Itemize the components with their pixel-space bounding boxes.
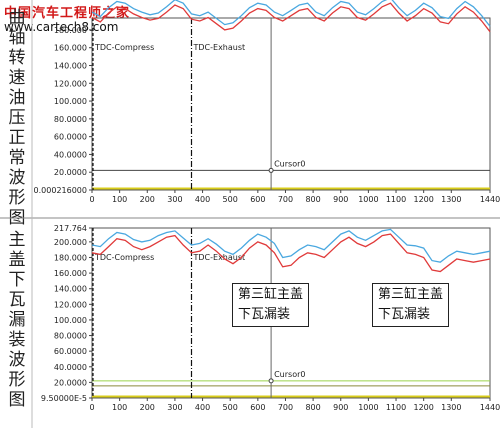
y-tick-label: 120.000 [54, 79, 87, 88]
cursor-point [268, 167, 274, 173]
marker-label: TDC-Exhaust [193, 253, 246, 262]
x-tick-label: 1300 [441, 195, 461, 204]
series-line-red [91, 2, 491, 33]
y-tick-label: 20.0000 [54, 378, 87, 387]
x-tick-label: 1440 [480, 195, 500, 204]
y-tick-label: 180.000 [54, 253, 87, 262]
y-tick-label: 140.000 [54, 61, 87, 70]
x-tick-label: 900 [333, 195, 348, 204]
y-tick-label: 140.000 [54, 285, 87, 294]
x-tick-label: 1200 [413, 403, 433, 412]
chart-panel-1: 0.000216000 20.0000 40.0000 60.0000 80.0000 1… [34, 0, 500, 204]
x-tick-label: 700 [278, 403, 293, 412]
x-tick-label: 1440 [480, 403, 500, 412]
y-tick-label: 100.000 [54, 316, 87, 325]
y-tick-label: 160.000 [54, 269, 87, 278]
x-tick-label: 600 [250, 403, 265, 412]
series-line-blue [91, 228, 491, 263]
y-tick-label: 200.000 [54, 238, 87, 247]
marker-label: Cursor0 [274, 370, 305, 379]
x-tick-label: 1100 [386, 195, 406, 204]
y-tick-label: 40.0000 [54, 150, 87, 159]
x-tick-label: 200 [140, 403, 155, 412]
x-tick-label: 600 [250, 195, 265, 204]
plot-frame [91, 17, 491, 191]
x-tick-label: 400 [195, 195, 210, 204]
marker-label: TDC-Compress [94, 253, 154, 262]
watermark-url: www.cartech8.com [4, 20, 119, 34]
y-tick-label: 40.0000 [54, 363, 87, 372]
y-tick-label: 80.0000 [54, 115, 87, 124]
x-tick-label: 1000 [358, 195, 378, 204]
x-tick-label: 100 [112, 403, 127, 412]
x-tick-label: 300 [167, 403, 182, 412]
y-tick-label: 60.0000 [54, 347, 87, 356]
x-tick-label: 400 [195, 403, 210, 412]
side-label-fault: 主盖下瓦漏装波形图 [8, 230, 26, 410]
x-tick-label: 900 [333, 403, 348, 412]
series-line-blue [91, 0, 491, 27]
y-tick-label: 60.0000 [54, 133, 87, 142]
x-tick-label: 300 [167, 195, 182, 204]
side-label-normal: 曲轴转速油压正常波形图 [8, 8, 26, 228]
y-tick-label: 120.000 [54, 300, 87, 309]
marker-label: Cursor0 [274, 159, 305, 168]
x-tick-label: 1100 [386, 403, 406, 412]
x-tick-label: 800 [305, 195, 320, 204]
y-tick-label: 217.764 [54, 224, 87, 233]
y-tick-label: 160.000 [54, 44, 87, 53]
y-tick-label: 0.000216000 [34, 186, 87, 195]
x-tick-label: 0 [89, 403, 94, 412]
watermark-title: 中国汽车工程师之家 [4, 6, 131, 21]
x-tick-label: 1300 [441, 403, 461, 412]
fault-callout-1: 第三缸主盖 下瓦漏装 [232, 283, 310, 327]
marker-label: TDC-Compress [94, 43, 154, 52]
y-tick-label: 20.0000 [54, 168, 87, 177]
x-tick-label: 1000 [358, 403, 378, 412]
x-tick-label: 0 [89, 195, 94, 204]
x-tick-label: 200 [140, 195, 155, 204]
x-tick-label: 800 [305, 403, 320, 412]
x-tick-label: 700 [278, 195, 293, 204]
y-tick-label: 80.0000 [54, 332, 87, 341]
y-tick-label: 100.000 [54, 97, 87, 106]
x-tick-label: 1200 [413, 195, 433, 204]
x-tick-label: 500 [223, 195, 238, 204]
x-tick-label: 100 [112, 195, 127, 204]
cursor-point [268, 378, 274, 384]
y-tick-label: 9.50000E-5 [41, 394, 87, 403]
y-tick-label: 180.000 [54, 26, 87, 35]
plot-frame [91, 227, 491, 399]
fault-callout-2: 第三缸主盖 下瓦漏装 [372, 283, 450, 327]
chart-panel-2: 9.50000E-5 20.0000 40.0000 60.0000 80.0000 10… [41, 224, 500, 412]
series-line-red [91, 233, 491, 273]
x-tick-label: 500 [223, 403, 238, 412]
marker-label: TDC-Exhaust [193, 43, 246, 52]
